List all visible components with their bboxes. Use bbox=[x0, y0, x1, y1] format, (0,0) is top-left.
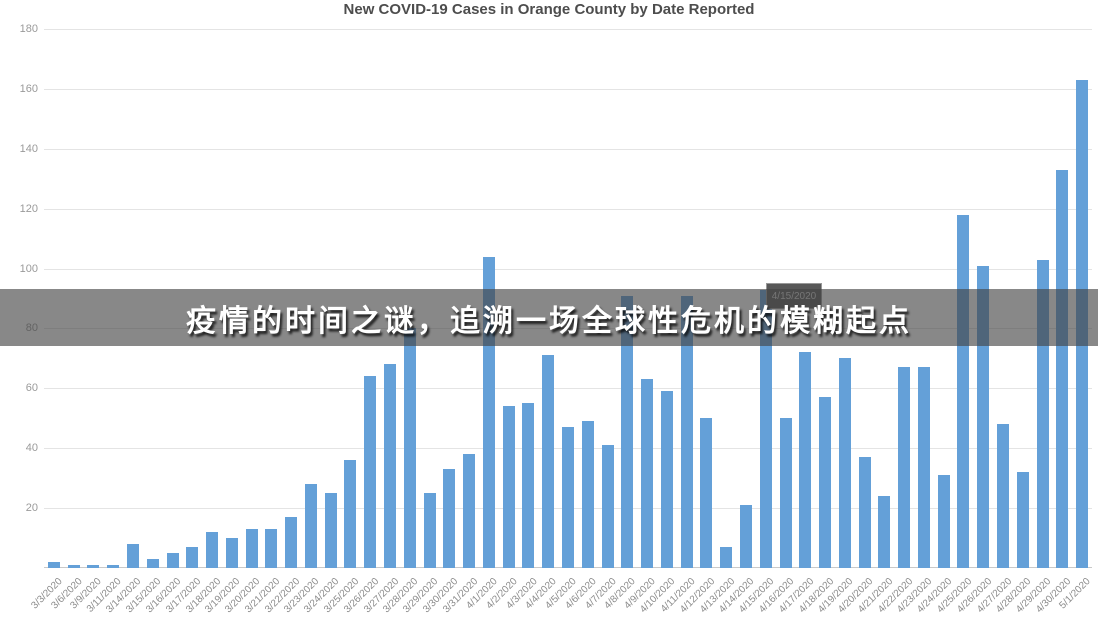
bar[interactable] bbox=[601, 445, 614, 568]
bar[interactable] bbox=[206, 532, 219, 568]
x-axis: 3/3/2020 3/6/2020 3/9/2020 3/11/2020 3/14/20… bbox=[29, 573, 1093, 631]
bar[interactable] bbox=[878, 496, 891, 568]
bar[interactable] bbox=[759, 289, 772, 568]
bar[interactable] bbox=[581, 421, 594, 568]
bar[interactable] bbox=[304, 484, 317, 568]
bar[interactable] bbox=[364, 376, 377, 568]
gridline bbox=[44, 88, 1092, 90]
bar[interactable] bbox=[838, 358, 851, 568]
bar[interactable] bbox=[344, 460, 357, 568]
y-tick-label: 40 bbox=[25, 442, 38, 455]
y-tick-label: 100 bbox=[19, 262, 38, 275]
bar[interactable] bbox=[898, 367, 911, 568]
bar[interactable] bbox=[502, 406, 515, 568]
bar[interactable] bbox=[245, 529, 258, 568]
bar[interactable] bbox=[403, 328, 416, 568]
bar[interactable] bbox=[779, 418, 792, 568]
bar[interactable] bbox=[87, 565, 100, 568]
chart-title: New COVID-19 Cases in Orange County by D… bbox=[343, 1, 755, 18]
y-tick-label: 180 bbox=[19, 23, 38, 35]
bar[interactable] bbox=[265, 529, 278, 568]
bar[interactable] bbox=[680, 295, 693, 568]
bar[interactable] bbox=[47, 562, 60, 568]
gridline bbox=[44, 268, 1092, 270]
bar[interactable] bbox=[641, 379, 654, 568]
bar[interactable] bbox=[1056, 169, 1069, 568]
bar[interactable] bbox=[937, 475, 950, 568]
bar[interactable] bbox=[285, 517, 298, 568]
gridline bbox=[44, 388, 1092, 390]
bar[interactable] bbox=[700, 418, 713, 568]
bar[interactable] bbox=[542, 355, 555, 568]
bar[interactable] bbox=[186, 547, 199, 568]
banner-text: 疫情的时间之谜，追溯一场全球性危机的模糊起点 bbox=[186, 304, 912, 338]
y-tick-label: 20 bbox=[25, 502, 38, 515]
bar[interactable] bbox=[443, 469, 456, 568]
bar[interactable] bbox=[126, 544, 139, 568]
bar[interactable] bbox=[739, 505, 752, 568]
bar[interactable] bbox=[858, 457, 871, 568]
bar[interactable] bbox=[660, 391, 673, 568]
bar[interactable] bbox=[225, 538, 238, 568]
plot-area bbox=[44, 29, 1092, 568]
y-tick-label: 60 bbox=[25, 382, 38, 395]
bar[interactable] bbox=[384, 364, 397, 568]
bar[interactable] bbox=[67, 565, 80, 568]
bar[interactable] bbox=[957, 214, 970, 568]
bar[interactable] bbox=[562, 427, 574, 568]
bar[interactable] bbox=[1016, 472, 1029, 568]
bar[interactable] bbox=[146, 559, 159, 568]
bar[interactable] bbox=[799, 352, 812, 568]
gridline bbox=[44, 148, 1092, 150]
bar[interactable] bbox=[166, 553, 179, 568]
bar[interactable] bbox=[107, 565, 120, 568]
gridline bbox=[44, 208, 1092, 210]
overlay-banner: 疫情的时间之谜，追溯一场全球性危机的模糊起点 bbox=[0, 289, 1098, 346]
bar[interactable] bbox=[917, 367, 930, 568]
bar[interactable] bbox=[324, 493, 337, 568]
bar[interactable] bbox=[720, 547, 733, 568]
bar[interactable] bbox=[621, 295, 634, 568]
y-tick-label: 160 bbox=[19, 82, 38, 95]
gridline bbox=[44, 29, 1092, 30]
bar[interactable] bbox=[819, 397, 832, 568]
bar[interactable] bbox=[423, 493, 436, 568]
bar[interactable] bbox=[463, 454, 476, 568]
bar[interactable] bbox=[997, 424, 1010, 568]
bar[interactable] bbox=[522, 403, 535, 568]
y-tick-label: 140 bbox=[19, 142, 38, 155]
y-tick-label: 120 bbox=[19, 202, 38, 215]
